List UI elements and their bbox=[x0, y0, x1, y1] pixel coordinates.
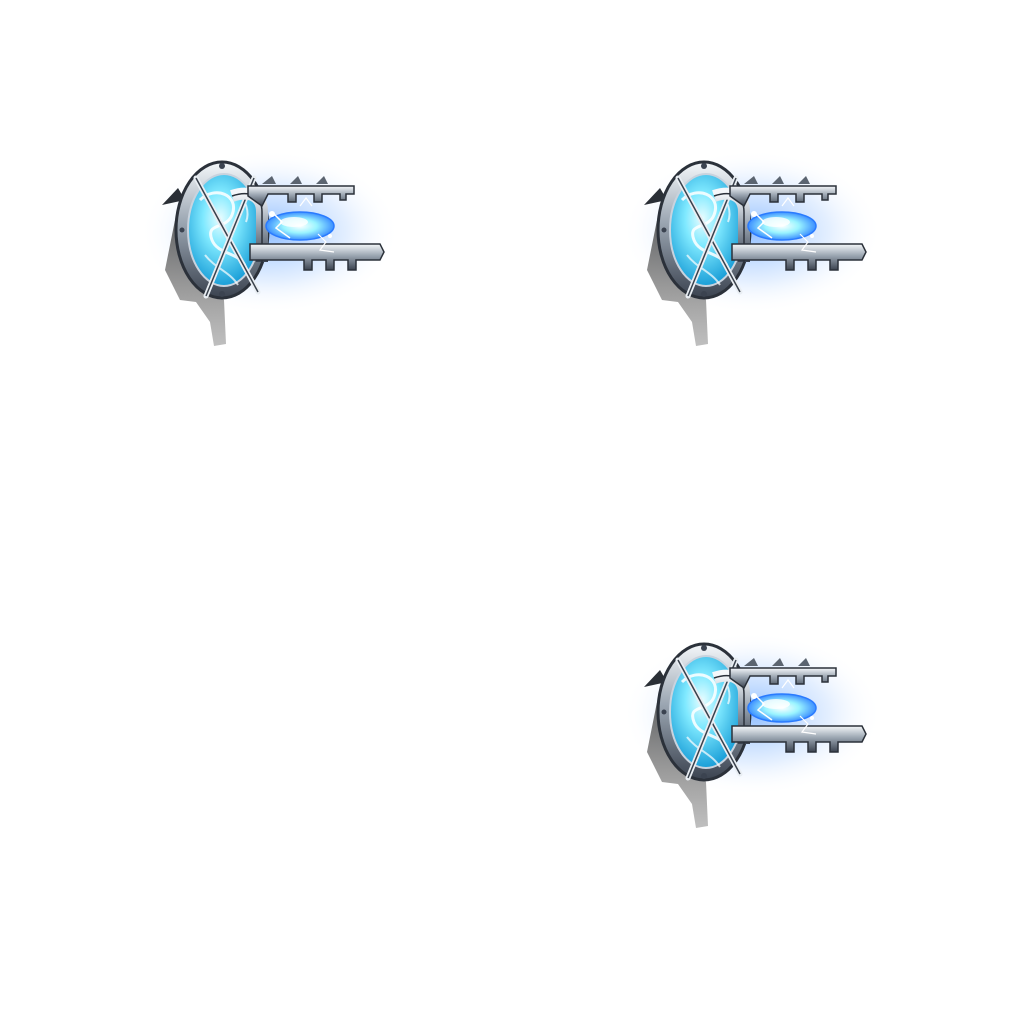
crystal-key-icon bbox=[512, 512, 1024, 1024]
frame-1 bbox=[0, 0, 512, 512]
frame-2 bbox=[512, 0, 1024, 512]
frame-3-empty bbox=[0, 512, 512, 1024]
frame-4 bbox=[512, 512, 1024, 1024]
crystal-key-icon bbox=[0, 0, 512, 512]
crystal-key-icon bbox=[512, 0, 1024, 512]
